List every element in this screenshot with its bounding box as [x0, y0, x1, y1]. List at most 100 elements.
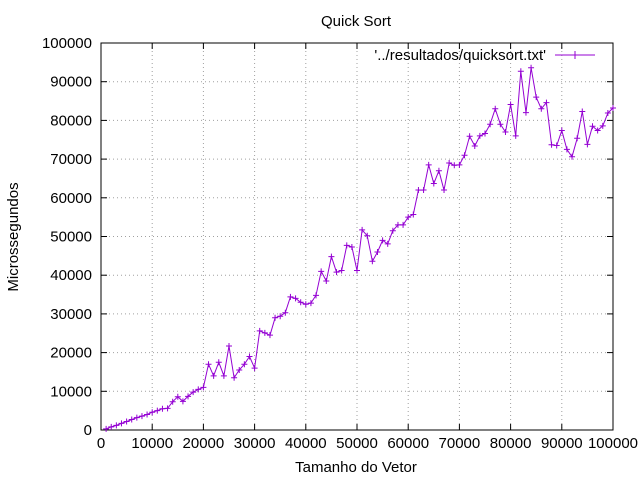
- data-point: [231, 374, 238, 381]
- data-point: [195, 386, 202, 393]
- x-tick-label: 70000: [439, 435, 481, 452]
- data-point: [169, 398, 176, 405]
- data-point: [563, 146, 570, 153]
- data-point: [533, 94, 540, 101]
- data-point: [451, 162, 458, 169]
- data-point: [599, 122, 606, 129]
- data-point: [425, 161, 432, 168]
- data-point: [359, 226, 366, 233]
- x-tick-label: 20000: [183, 435, 225, 452]
- axis-ticks: 0 10000 20000 30000 40000 50000 60000 70000 8000…: [42, 35, 638, 452]
- data-point: [297, 299, 304, 306]
- data-point: [558, 127, 565, 134]
- data-point: [108, 423, 115, 430]
- data-point: [241, 361, 248, 368]
- data-point: [205, 361, 212, 368]
- data-point: [103, 425, 110, 432]
- data-point: [517, 68, 524, 75]
- data-point: [512, 132, 519, 139]
- x-tick-label: 30000: [234, 435, 276, 452]
- data-point: [179, 398, 186, 405]
- data-point: [466, 133, 473, 140]
- data-point: [113, 422, 120, 429]
- chart-title: Quick Sort: [321, 13, 392, 30]
- data-point: [154, 407, 161, 414]
- data-point: [149, 409, 156, 416]
- data-point: [364, 232, 371, 239]
- y-tick-label: 50000: [50, 229, 92, 246]
- data-point: [394, 221, 401, 228]
- data-point: [323, 278, 330, 285]
- data-point: [215, 359, 222, 366]
- data-point: [348, 243, 355, 250]
- data-point: [492, 105, 499, 112]
- data-point: [328, 253, 335, 260]
- data-point: [200, 384, 207, 391]
- x-tick-label: 0: [97, 435, 105, 452]
- legend-label: '../resultados/quicksort.txt': [374, 47, 546, 64]
- data-point: [420, 187, 427, 194]
- data-point: [313, 292, 320, 299]
- data-point: [507, 101, 514, 108]
- data-point: [435, 167, 442, 174]
- data-point: [174, 393, 181, 400]
- data-point: [446, 159, 453, 166]
- data-point: [379, 237, 386, 244]
- data-point: [261, 329, 268, 336]
- y-tick-label: 60000: [50, 190, 92, 207]
- data-point: [574, 135, 581, 142]
- data-point: [594, 127, 601, 134]
- data-point: [128, 416, 135, 423]
- data-point: [287, 293, 294, 300]
- data-point: [292, 295, 299, 302]
- data-point: [579, 108, 586, 115]
- data-point: [461, 152, 468, 159]
- data-point: [338, 267, 345, 274]
- x-tick-label: 10000: [131, 435, 173, 452]
- data-point: [302, 301, 309, 308]
- data-point: [236, 367, 243, 374]
- data-point: [318, 268, 325, 275]
- data-point: [584, 141, 591, 148]
- data-point: [522, 109, 529, 116]
- y-tick-label: 70000: [50, 151, 92, 168]
- data-point: [333, 269, 340, 276]
- legend: '../resultados/quicksort.txt': [374, 47, 595, 64]
- x-tick-label: 80000: [490, 435, 532, 452]
- data-point: [226, 343, 232, 350]
- data-point: [384, 240, 391, 247]
- data-point: [374, 248, 381, 255]
- data-point: [589, 123, 596, 130]
- data-point: [604, 110, 611, 117]
- data-point: [497, 121, 504, 128]
- data-point: [610, 105, 616, 112]
- data-point: [569, 153, 576, 160]
- data-point: [405, 214, 412, 221]
- data-point: [251, 365, 258, 372]
- y-tick-label: 20000: [50, 345, 92, 362]
- data-point: [354, 267, 360, 274]
- data-point: [343, 242, 350, 249]
- data-point: [410, 211, 417, 218]
- data-point: [538, 105, 545, 112]
- data-point: [471, 142, 478, 149]
- data-point: [528, 64, 535, 71]
- data-point: [123, 418, 130, 425]
- data-point: [190, 389, 197, 396]
- data-point: [548, 141, 555, 148]
- series-line: [105, 67, 614, 430]
- data-point: [307, 300, 314, 307]
- x-tick-label: 50000: [336, 435, 378, 452]
- data-point: [482, 130, 488, 137]
- data-point: [185, 393, 192, 400]
- x-tick-label: 60000: [387, 435, 429, 452]
- data-point: [266, 332, 273, 339]
- y-axis-title: Microssegundos: [5, 182, 22, 291]
- x-tick-label: 100000: [588, 435, 638, 452]
- data-point: [553, 142, 560, 149]
- y-tick-label: 40000: [50, 267, 92, 284]
- data-point: [277, 313, 284, 320]
- data-point: [118, 420, 125, 427]
- data-point: [210, 372, 217, 379]
- data-point: [456, 161, 463, 168]
